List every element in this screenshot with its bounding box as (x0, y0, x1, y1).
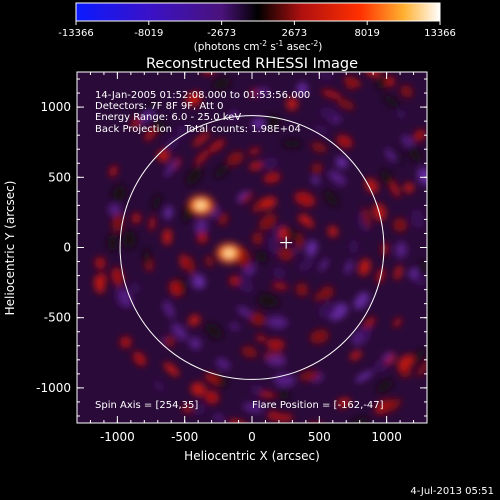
y-tick-label: -500 (44, 311, 71, 325)
colorbar-tick-label: 2673 (282, 28, 307, 39)
annotation-energy-range: Energy Range: 6.0 - 25.0 keV (95, 112, 241, 123)
colorbar-tick-label: -8019 (134, 28, 163, 39)
x-tick-label: -1000 (100, 430, 135, 444)
annotation-detectors: Detectors: 7F 8F 9F, Att 0 (95, 101, 223, 112)
annotation-time-range: 14-Jan-2005 01:52:08.000 to 01:53:56.000 (95, 90, 310, 101)
y-axis-title: Heliocentric Y (arcsec) (3, 181, 17, 316)
spin-axis-marker (280, 236, 293, 249)
y-tick-label: 1000 (40, 100, 71, 114)
x-tick-label: -500 (171, 430, 198, 444)
source-core (225, 250, 234, 257)
y-tick-label: -1000 (36, 381, 71, 395)
colorbar-tick-label: -13366 (58, 28, 93, 39)
x-tick-label: 1000 (371, 430, 402, 444)
annotation-block: 14-Jan-2005 01:52:08.000 to 01:53:56.000… (95, 90, 310, 135)
solar-limb-circle (119, 115, 385, 380)
colorbar-tick-label: 13366 (424, 28, 456, 39)
colorbar-tick-label: 8019 (354, 28, 379, 39)
colorbar-ticks: -13366 -8019 -2673 2673 8019 13366 (58, 21, 456, 39)
footer-timestamp: 4-Jul-2013 05:51 (410, 486, 494, 497)
image-area (77, 72, 427, 423)
annotation-method-counts: Back Projection Total counts: 1.98E+04 (95, 124, 301, 135)
y-tick-label: 0 (63, 241, 71, 255)
flare-position-label: Flare Position = [-162,-47] (252, 400, 384, 411)
x-axis-title: Heliocentric X (arcsec) (184, 449, 320, 463)
spin-axis-label: Spin Axis = [254,35] (95, 400, 198, 411)
colorbar-unit-label: (photons cm-2 s-1 asec-2) (194, 39, 323, 53)
x-tick-label: 0 (248, 430, 256, 444)
axis-ticks (77, 72, 427, 423)
colorbar (75, 2, 441, 22)
colorbar-tick-label: -2673 (207, 28, 236, 39)
chart-title: Reconstructed RHESSI Image (146, 56, 358, 72)
axis-tick-labels: -1000 -500 0 500 1000 -1000 -500 0 500 1000 (36, 100, 402, 444)
y-tick-label: 500 (48, 170, 71, 184)
x-tick-label: 500 (308, 430, 331, 444)
source-core (196, 202, 205, 209)
